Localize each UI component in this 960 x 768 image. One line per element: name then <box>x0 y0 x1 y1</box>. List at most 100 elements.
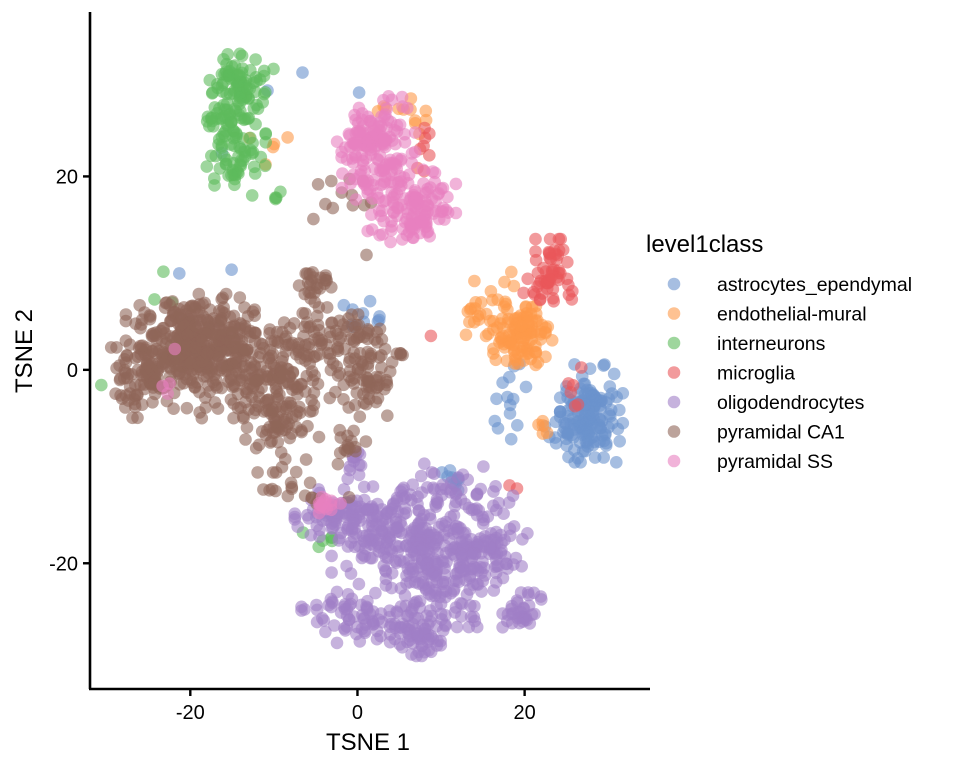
data-point <box>385 581 398 595</box>
data-point <box>159 355 172 369</box>
data-point <box>328 518 342 531</box>
data-point <box>284 396 297 410</box>
data-point <box>395 90 409 104</box>
data-point <box>416 576 430 589</box>
data-point <box>449 488 463 501</box>
data-point <box>223 335 237 348</box>
data-point <box>448 499 462 513</box>
data-point <box>549 415 563 429</box>
data-point <box>561 428 574 441</box>
data-point <box>366 480 380 493</box>
data-point <box>470 508 484 522</box>
data-point <box>316 612 329 625</box>
legend-key <box>667 454 681 468</box>
legend-label: microglia <box>717 363 795 385</box>
data-point <box>323 391 337 405</box>
data-point <box>426 567 439 581</box>
data-point <box>215 359 228 372</box>
data-point <box>394 582 408 595</box>
data-point <box>95 378 108 392</box>
data-point <box>251 102 265 115</box>
data-point <box>389 554 402 568</box>
data-point <box>348 440 362 454</box>
data-point <box>511 357 525 370</box>
data-point <box>361 332 374 346</box>
legend-key <box>667 336 681 350</box>
series-oligodendrocytes <box>288 445 548 663</box>
data-point <box>427 467 441 481</box>
data-point <box>307 212 320 226</box>
data-point <box>597 359 610 372</box>
data-point <box>439 590 452 604</box>
data-point <box>355 551 369 565</box>
legend-items: astrocytes_ependymal endothelial-mural int… <box>667 274 912 473</box>
data-point <box>575 361 588 374</box>
data-point <box>241 82 254 95</box>
data-point <box>200 160 214 173</box>
data-point <box>170 364 184 378</box>
data-point <box>377 177 391 190</box>
data-point <box>119 308 133 321</box>
data-point <box>340 521 354 535</box>
data-point <box>239 433 252 446</box>
data-point <box>311 178 325 191</box>
data-point <box>333 366 347 380</box>
data-point <box>136 339 149 353</box>
data-point <box>553 391 567 405</box>
data-point <box>349 148 362 162</box>
data-point <box>233 291 247 304</box>
data-point <box>533 293 547 307</box>
legend-item: pyramidal SS <box>667 451 833 473</box>
data-point <box>288 507 302 520</box>
data-point <box>312 430 326 444</box>
data-point <box>302 512 316 525</box>
data-point <box>357 158 370 172</box>
y-tick-label: 20 <box>56 166 78 188</box>
data-point <box>300 267 314 281</box>
data-point <box>391 201 404 214</box>
data-point <box>449 519 463 533</box>
data-point <box>372 191 385 205</box>
data-point <box>173 267 186 280</box>
data-point <box>449 177 463 191</box>
legend-key <box>667 277 681 291</box>
data-point <box>184 301 197 314</box>
legend-label: interneurons <box>717 333 826 355</box>
data-point <box>543 232 557 246</box>
series-pyramidal-ss <box>156 90 463 520</box>
data-point <box>543 246 556 260</box>
data-point <box>164 314 177 328</box>
data-point <box>236 410 250 423</box>
data-point <box>583 410 596 424</box>
data-point <box>439 609 452 622</box>
data-point <box>220 153 233 167</box>
data-point <box>239 359 252 373</box>
legend-item: astrocytes_ependymal <box>667 274 912 296</box>
data-point <box>440 555 453 569</box>
x-tick-label: 0 <box>352 702 363 724</box>
data-point <box>227 411 240 425</box>
data-point <box>401 562 415 575</box>
data-point <box>224 372 237 385</box>
data-point <box>373 204 386 217</box>
data-point <box>424 329 438 343</box>
data-point <box>489 353 503 367</box>
legend-item: interneurons <box>667 333 826 355</box>
data-point <box>616 387 630 400</box>
data-point <box>397 481 411 495</box>
data-point <box>240 421 254 434</box>
data-point <box>460 588 474 601</box>
data-point <box>236 374 249 387</box>
data-point <box>456 563 470 577</box>
data-point <box>188 341 202 354</box>
data-point <box>331 340 345 354</box>
data-point <box>120 349 133 362</box>
data-point <box>359 435 373 448</box>
data-point <box>251 466 264 479</box>
data-point <box>341 320 355 334</box>
data-point <box>517 286 530 300</box>
data-point <box>586 389 600 403</box>
data-point <box>319 197 332 211</box>
data-point <box>357 130 371 144</box>
data-point <box>487 485 500 498</box>
